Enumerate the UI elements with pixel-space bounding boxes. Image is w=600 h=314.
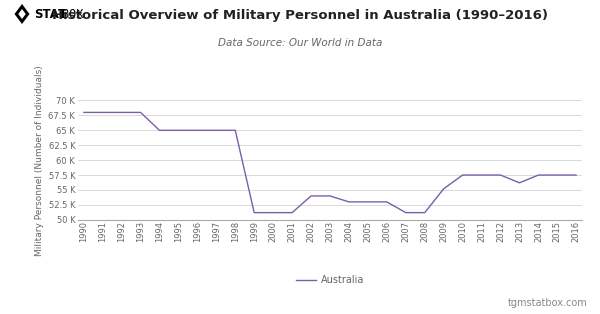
- Text: BOX: BOX: [62, 8, 83, 20]
- Text: Data Source: Our World in Data: Data Source: Our World in Data: [218, 38, 382, 48]
- Text: Historical Overview of Military Personnel in Australia (1990–2016): Historical Overview of Military Personne…: [52, 9, 548, 22]
- Y-axis label: Military Personnel (Number of Individuals): Military Personnel (Number of Individual…: [35, 65, 44, 256]
- Legend: Australia: Australia: [292, 271, 368, 289]
- Polygon shape: [14, 4, 29, 24]
- Text: STAT: STAT: [34, 8, 66, 20]
- Polygon shape: [18, 9, 26, 19]
- Text: tgmstatbox.com: tgmstatbox.com: [508, 298, 588, 308]
